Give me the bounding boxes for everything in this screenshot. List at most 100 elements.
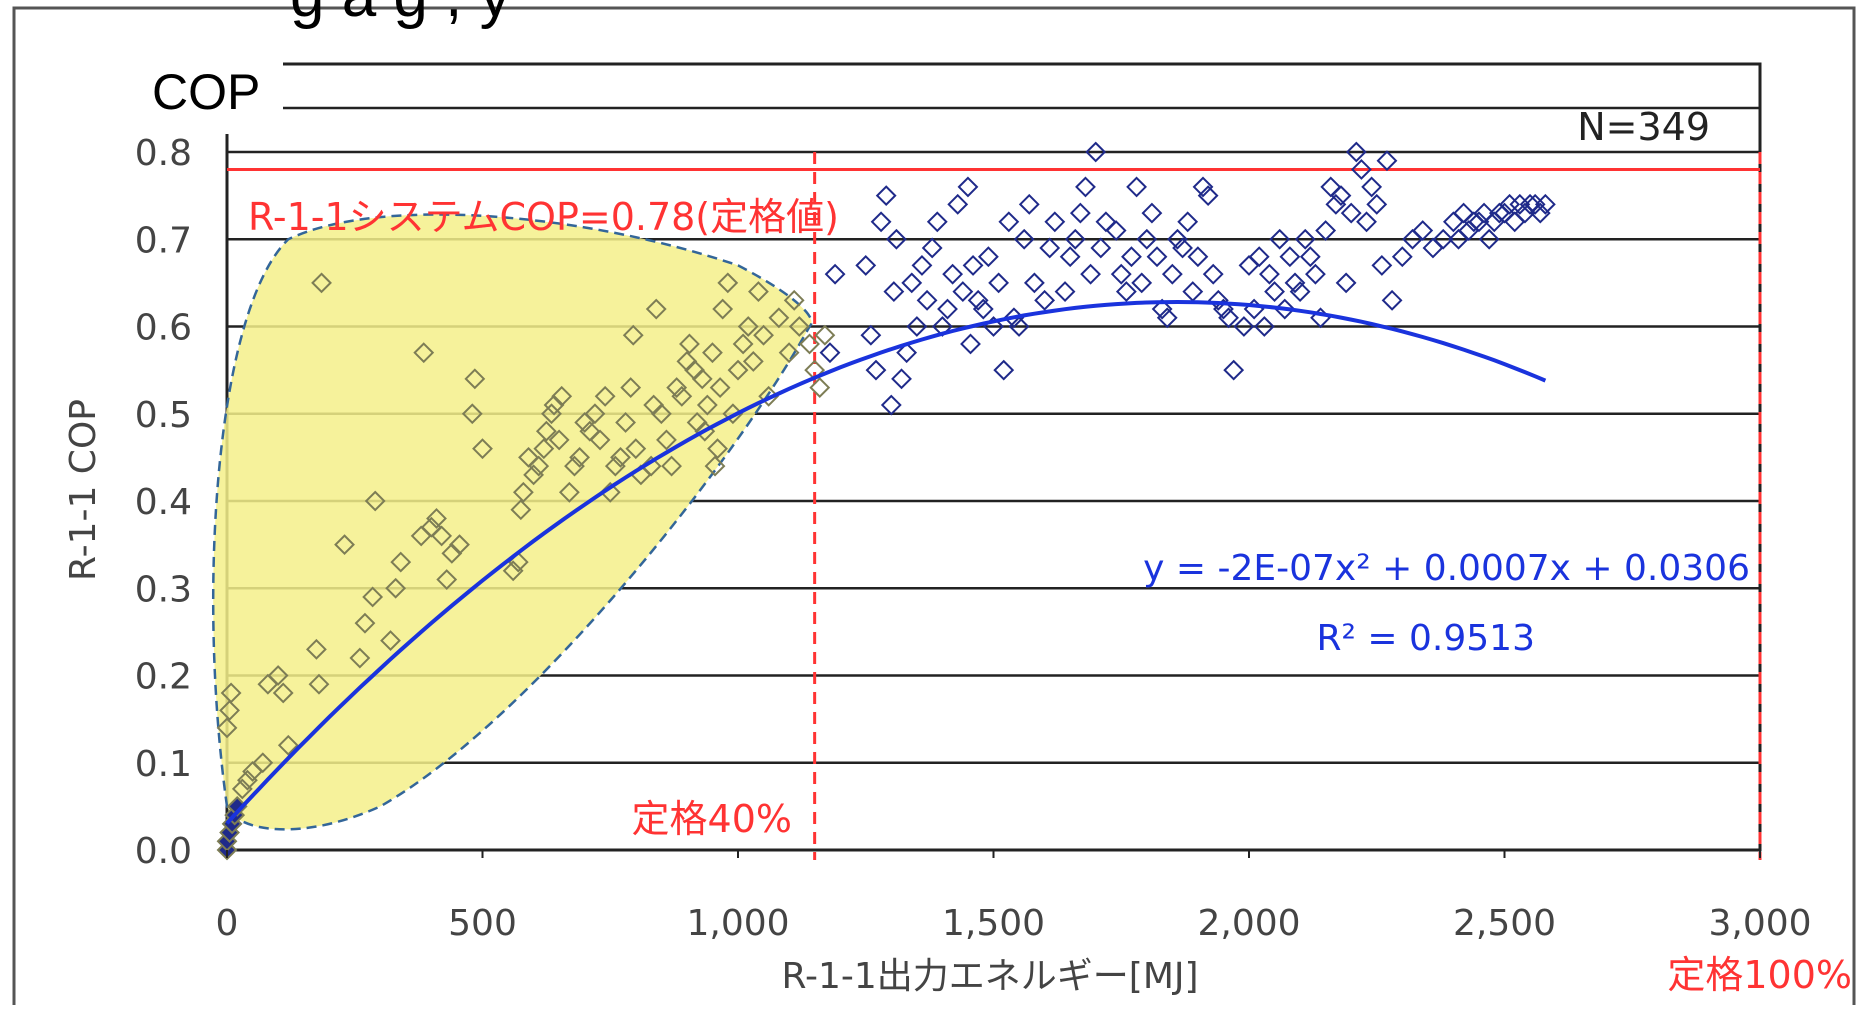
data-point	[610, 446, 631, 468]
data-point	[1177, 211, 1199, 233]
data-point	[753, 324, 774, 346]
data-point	[594, 385, 616, 407]
data-point	[1371, 255, 1393, 276]
data-point	[380, 630, 401, 652]
data-point	[354, 612, 376, 634]
data-point	[891, 368, 912, 390]
data-point	[1023, 272, 1045, 294]
trendline	[225, 299, 1547, 825]
data-point	[1095, 211, 1117, 233]
data-point	[1044, 211, 1066, 233]
data-point	[788, 316, 810, 337]
data-point	[579, 420, 601, 442]
data-point	[1315, 220, 1337, 241]
data-point	[349, 647, 371, 669]
data-point	[661, 455, 682, 477]
trend-r2: R² = 0.9513	[1317, 618, 1535, 659]
data-point	[535, 420, 557, 442]
y-tick-label: 0.7	[135, 220, 192, 261]
data-point	[656, 429, 677, 451]
data-point	[1330, 185, 1352, 207]
data-point	[1161, 263, 1183, 285]
data-point	[231, 778, 253, 800]
data-point	[1335, 272, 1357, 294]
data-point	[564, 455, 585, 477]
data-point	[921, 237, 943, 259]
x-tick-label: 500	[448, 903, 517, 944]
data-point	[533, 438, 555, 460]
data-point	[1412, 220, 1434, 241]
data-point	[510, 499, 532, 521]
data-point	[461, 403, 483, 425]
data-point	[306, 638, 327, 660]
data-point	[748, 281, 769, 303]
data-point	[1085, 141, 1107, 163]
data-point	[1468, 211, 1490, 233]
data-point	[704, 455, 726, 477]
data-point	[1192, 176, 1214, 198]
data-point	[1534, 193, 1556, 215]
data-point	[1054, 281, 1076, 303]
trend-equation: y = -2E-07x² + 0.0007x + 0.0306	[1143, 548, 1750, 589]
marker-100-label: 定格100%	[1667, 953, 1852, 997]
data-point	[569, 446, 591, 468]
data-point	[502, 560, 524, 582]
y-tick-label: 0.4	[135, 482, 192, 523]
data-point	[1223, 359, 1245, 381]
data-point	[712, 298, 734, 320]
data-point	[819, 342, 841, 364]
data-point	[1126, 176, 1147, 198]
x-tick-label: 2,500	[1453, 903, 1556, 944]
data-point	[1494, 202, 1515, 224]
data-point	[1167, 228, 1188, 250]
data-point	[885, 228, 907, 250]
data-point	[1207, 289, 1229, 311]
data-point	[1259, 263, 1280, 285]
data-point	[1340, 202, 1362, 224]
data-point	[1305, 263, 1326, 285]
sample-count: N=349	[1577, 105, 1710, 149]
y-axis-label: R-1-1 COP	[63, 399, 104, 581]
data-point	[252, 752, 274, 774]
data-point	[1018, 193, 1040, 215]
data-point	[518, 446, 539, 468]
x-tick-label: 1,000	[686, 903, 789, 944]
data-point	[1013, 228, 1035, 250]
data-point	[814, 324, 836, 346]
data-point	[1478, 228, 1500, 250]
marker-40-label: 定格40%	[632, 797, 792, 841]
data-point	[334, 534, 355, 556]
data-point	[906, 316, 928, 337]
data-point	[809, 377, 831, 398]
data-point	[1351, 159, 1372, 180]
data-point	[679, 333, 700, 355]
data-point	[1529, 202, 1551, 224]
data-point	[967, 289, 989, 311]
data-point	[385, 577, 407, 599]
y-tick-label: 0.0	[135, 831, 192, 872]
data-point	[957, 176, 979, 198]
data-point	[901, 272, 923, 294]
data-point	[1248, 246, 1270, 268]
data-point	[870, 211, 892, 233]
data-point	[1432, 228, 1454, 250]
data-point	[449, 534, 470, 556]
data-point	[783, 289, 805, 311]
data-point	[666, 377, 688, 398]
data-point	[420, 516, 442, 538]
data-point	[1299, 246, 1321, 268]
data-point	[883, 281, 905, 303]
data-point	[1509, 193, 1531, 215]
y-tick-label: 0.1	[135, 744, 192, 785]
data-point	[1381, 289, 1403, 311]
y-tick-label: 0.3	[135, 569, 192, 610]
data-point	[1391, 246, 1413, 268]
highlight-region	[212, 213, 813, 831]
data-point	[1269, 228, 1291, 250]
data-point	[267, 665, 289, 686]
data-point	[911, 255, 933, 276]
data-point	[671, 385, 693, 407]
data-point	[1075, 176, 1096, 198]
data-point	[1059, 246, 1081, 268]
